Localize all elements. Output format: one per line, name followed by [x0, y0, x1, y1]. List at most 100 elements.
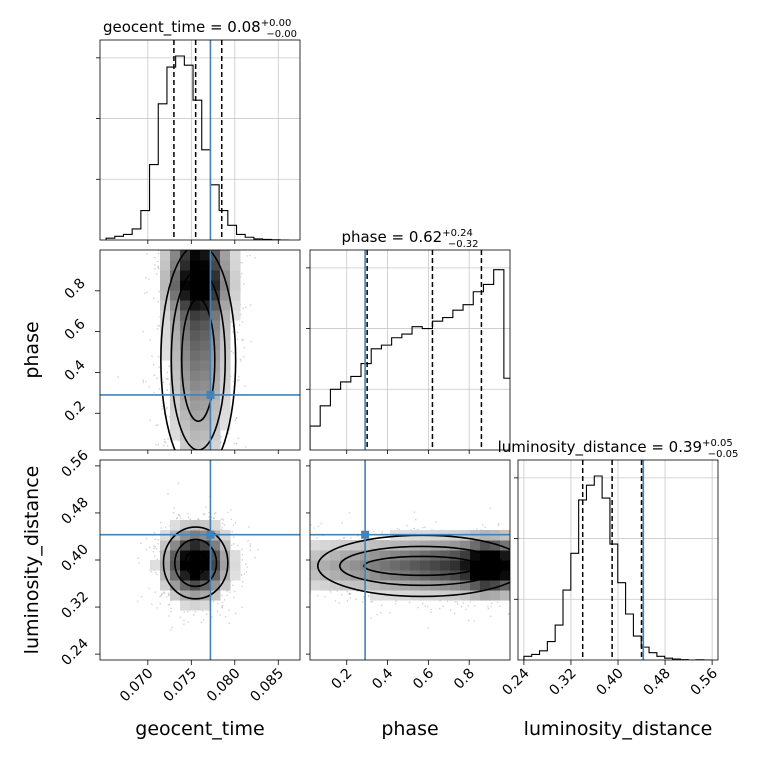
density-cell	[210, 330, 221, 341]
scatter-point	[150, 570, 153, 573]
scatter-point	[234, 521, 237, 524]
density-cell	[480, 560, 491, 571]
scatter-point	[163, 592, 166, 594]
scatter-point	[367, 594, 370, 597]
scatter-point	[151, 603, 153, 606]
scatter-point	[160, 527, 163, 529]
density-cell	[320, 550, 331, 561]
scatter-point	[241, 580, 244, 583]
scatter-point	[232, 331, 234, 333]
scatter-point	[349, 592, 352, 595]
scatter-point	[138, 562, 140, 564]
scatter-point	[395, 600, 397, 602]
scatter-point	[241, 261, 243, 264]
scatter-point	[221, 594, 223, 597]
scatter-point	[162, 591, 165, 594]
density-cell	[230, 280, 241, 291]
scatter-point	[465, 608, 467, 611]
density-cell	[220, 290, 231, 301]
density-cell	[170, 300, 181, 311]
scatter-point	[338, 602, 341, 604]
scatter-point	[238, 379, 240, 381]
density-cell	[210, 250, 221, 261]
contour-line	[170, 269, 227, 450]
scatter-point	[247, 540, 249, 542]
scatter-point	[442, 605, 445, 608]
scatter-point	[231, 530, 233, 533]
scatter-point	[196, 518, 199, 520]
density-cell	[230, 290, 241, 301]
density-cell	[190, 340, 201, 351]
scatter-point	[334, 600, 337, 602]
scatter-point	[154, 546, 157, 548]
density-cell	[160, 270, 171, 281]
density-cell	[340, 570, 351, 581]
scatter-point	[244, 446, 247, 448]
density-cell	[320, 580, 331, 591]
density-cell	[400, 550, 411, 561]
density-cell	[190, 330, 201, 341]
scatter-point	[157, 356, 160, 358]
scatter-point	[157, 325, 159, 327]
density-cell	[490, 550, 501, 561]
density-cell	[330, 550, 341, 561]
density-cell	[230, 260, 241, 271]
density-cell	[380, 580, 391, 591]
x-tick-label: 0.070	[117, 666, 157, 706]
density-cell	[460, 550, 471, 561]
scatter-point	[170, 628, 172, 631]
scatter-point	[376, 613, 378, 616]
scatter-point	[155, 547, 158, 550]
density-cell	[310, 560, 321, 571]
scatter-point	[396, 527, 399, 530]
scatter-point	[168, 593, 170, 596]
x-tick-label: 0.080	[204, 666, 244, 706]
x-axis-label: geocent_time	[135, 718, 264, 740]
density-cell	[370, 570, 381, 581]
hist-step-luminosity_distance	[523, 475, 712, 660]
scatter-point	[499, 605, 501, 607]
scatter-point	[239, 358, 242, 361]
density-cell	[210, 570, 221, 581]
density-cell	[180, 430, 191, 441]
density-cell	[470, 580, 481, 591]
density-cell	[210, 340, 221, 351]
scatter-point	[178, 514, 180, 516]
density-cell	[370, 550, 381, 561]
density-cell	[210, 540, 221, 551]
scatter-point	[192, 614, 195, 616]
scatter-point	[224, 615, 227, 618]
scatter-point	[136, 600, 139, 603]
scatter-point	[233, 590, 236, 592]
density-cell	[410, 550, 421, 561]
y-tick-label: 0.40	[58, 541, 91, 574]
scatter-point	[144, 380, 147, 383]
scatter-point	[167, 604, 170, 606]
density-cell	[370, 540, 381, 551]
x-tick-label: 0.56	[688, 665, 721, 698]
scatter-point	[159, 521, 162, 524]
density-cell	[380, 540, 391, 551]
density-cell	[200, 440, 211, 450]
density-cell	[320, 570, 331, 581]
scatter-point	[241, 553, 244, 556]
density-cell	[170, 540, 181, 551]
density-cell	[220, 560, 231, 571]
scatter-point	[238, 324, 241, 326]
density-cell	[170, 330, 181, 341]
scatter-point	[487, 607, 490, 610]
scatter-point	[154, 256, 156, 259]
density-cell	[170, 430, 181, 441]
density-cell	[330, 560, 341, 571]
scatter-point	[148, 278, 150, 280]
scatter-point	[221, 606, 223, 609]
scatter-point	[221, 605, 223, 608]
density-cell	[330, 580, 341, 591]
density-cell	[210, 420, 221, 431]
density-cell	[400, 560, 411, 571]
density-cell	[210, 560, 221, 571]
truth-marker	[206, 390, 215, 399]
density-cell	[170, 250, 181, 261]
density-cell	[430, 590, 441, 601]
scatter-point	[424, 605, 426, 607]
